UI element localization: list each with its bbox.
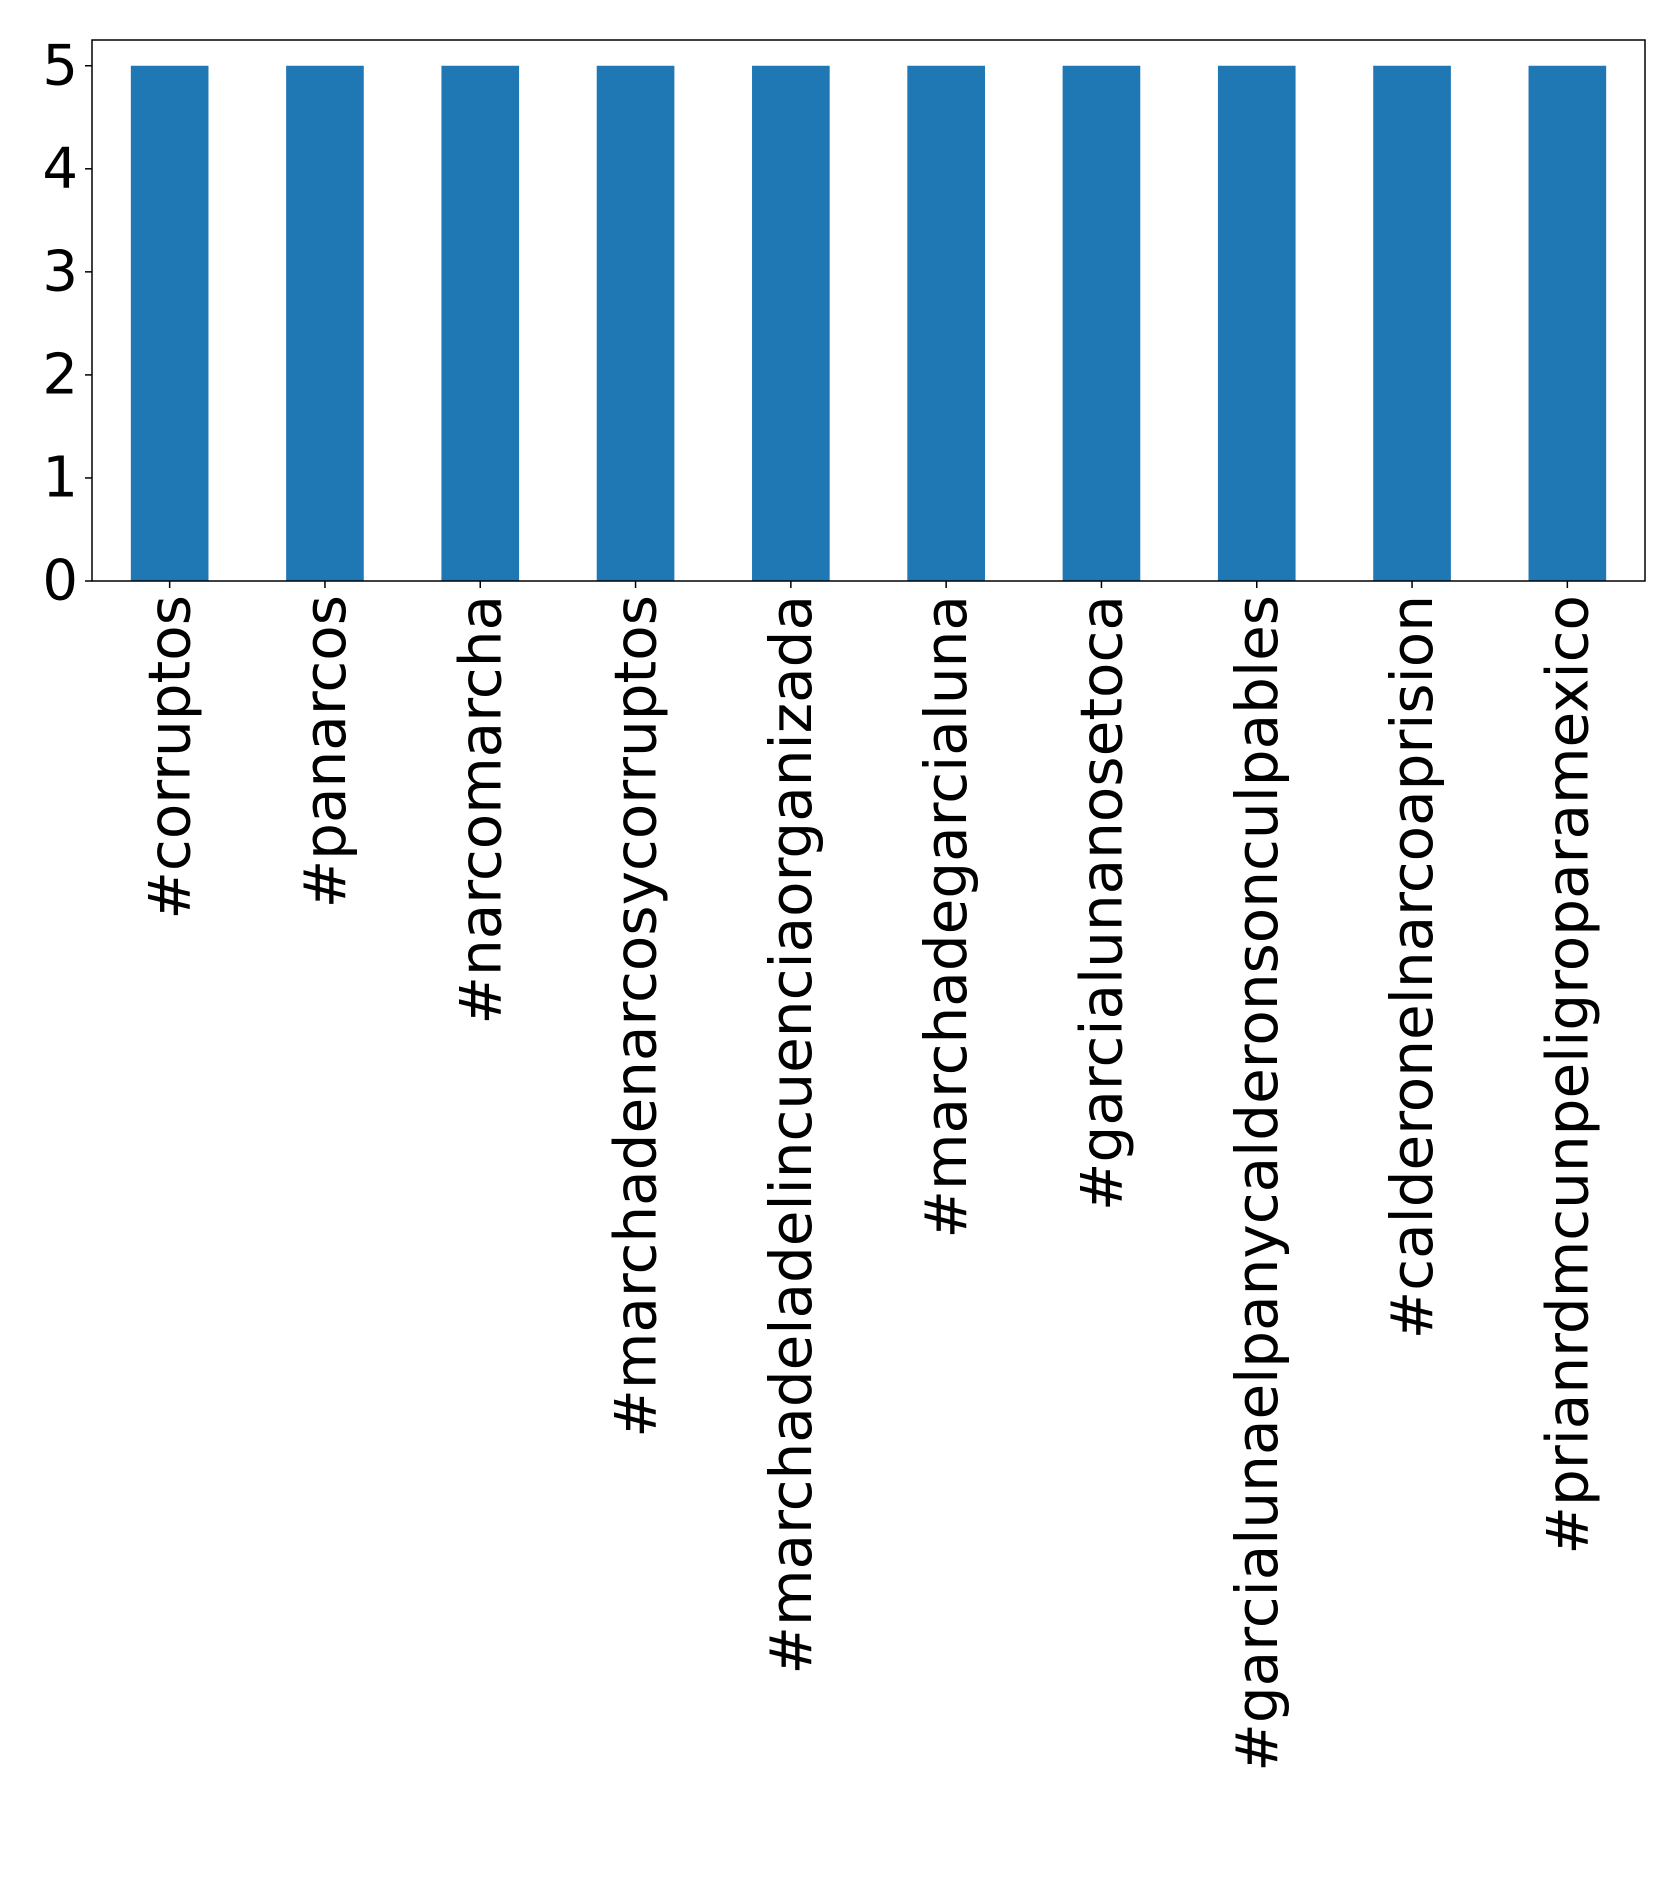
x-tick-label-marchadenarcosycorruptos: #marchadenarcosycorruptos: [602, 595, 670, 1438]
bar-marchadegarcialuna: [907, 65, 985, 581]
y-tick-label-1: 1: [42, 445, 78, 510]
x-tick-label-prianrdmcunpeligroparamexico: #prianrdmcunpeligroparamexico: [1533, 595, 1601, 1555]
x-tick-label-garcialunanosetoca: #garcialunanosetoca: [1067, 595, 1135, 1211]
x-tick-label-narcomarcha: #narcomarcha: [446, 595, 514, 1025]
bar-garcialunaelpanycalderonsonculpables: [1217, 65, 1296, 581]
bar-narcomarcha: [441, 65, 520, 581]
bar-marchadenarcosycorruptos: [596, 65, 675, 581]
bar-prianrdmcunpeligroparamexico: [1528, 65, 1607, 581]
y-tick-label-2: 2: [42, 342, 78, 407]
x-tick-label-panarcos: #panarcos: [291, 595, 359, 908]
x-axis-ticks: #corruptos #panarcos #narcomarcha #marchade…: [136, 581, 1601, 1772]
bar-garcialunanosetoca: [1062, 65, 1141, 581]
y-tick-label-4: 4: [42, 136, 78, 201]
x-tick-label-marchadeladelincuenciaorganizada: #marchadeladelincuenciaorganizada: [757, 595, 825, 1675]
y-axis-ticks: 0 1 2 3 4 5: [42, 33, 92, 614]
x-tick-label-calderonelnarcoaprision: #calderonelnarcoaprision: [1378, 595, 1446, 1339]
x-tick-label-corruptos: #corruptos: [136, 595, 204, 920]
x-tick-label-garcialunaelpanycalderonsonculpables: #garcialunaelpanycalderonsonculpables: [1223, 595, 1291, 1772]
bar-marchadeladelincuenciaorganizada: [752, 65, 830, 581]
bar-panarcos: [286, 65, 364, 581]
bars-group: [130, 65, 1607, 581]
bar-corruptos: [130, 65, 209, 581]
plot-frame: [91, 39, 1646, 582]
y-tick-label-0: 0: [42, 549, 78, 614]
y-tick-label-3: 3: [42, 239, 78, 304]
y-tick-label-5: 5: [42, 33, 78, 98]
bar-calderonelnarcoaprision: [1373, 65, 1451, 581]
x-tick-label-marchadegarcialuna: #marchadegarcialuna: [912, 595, 980, 1239]
